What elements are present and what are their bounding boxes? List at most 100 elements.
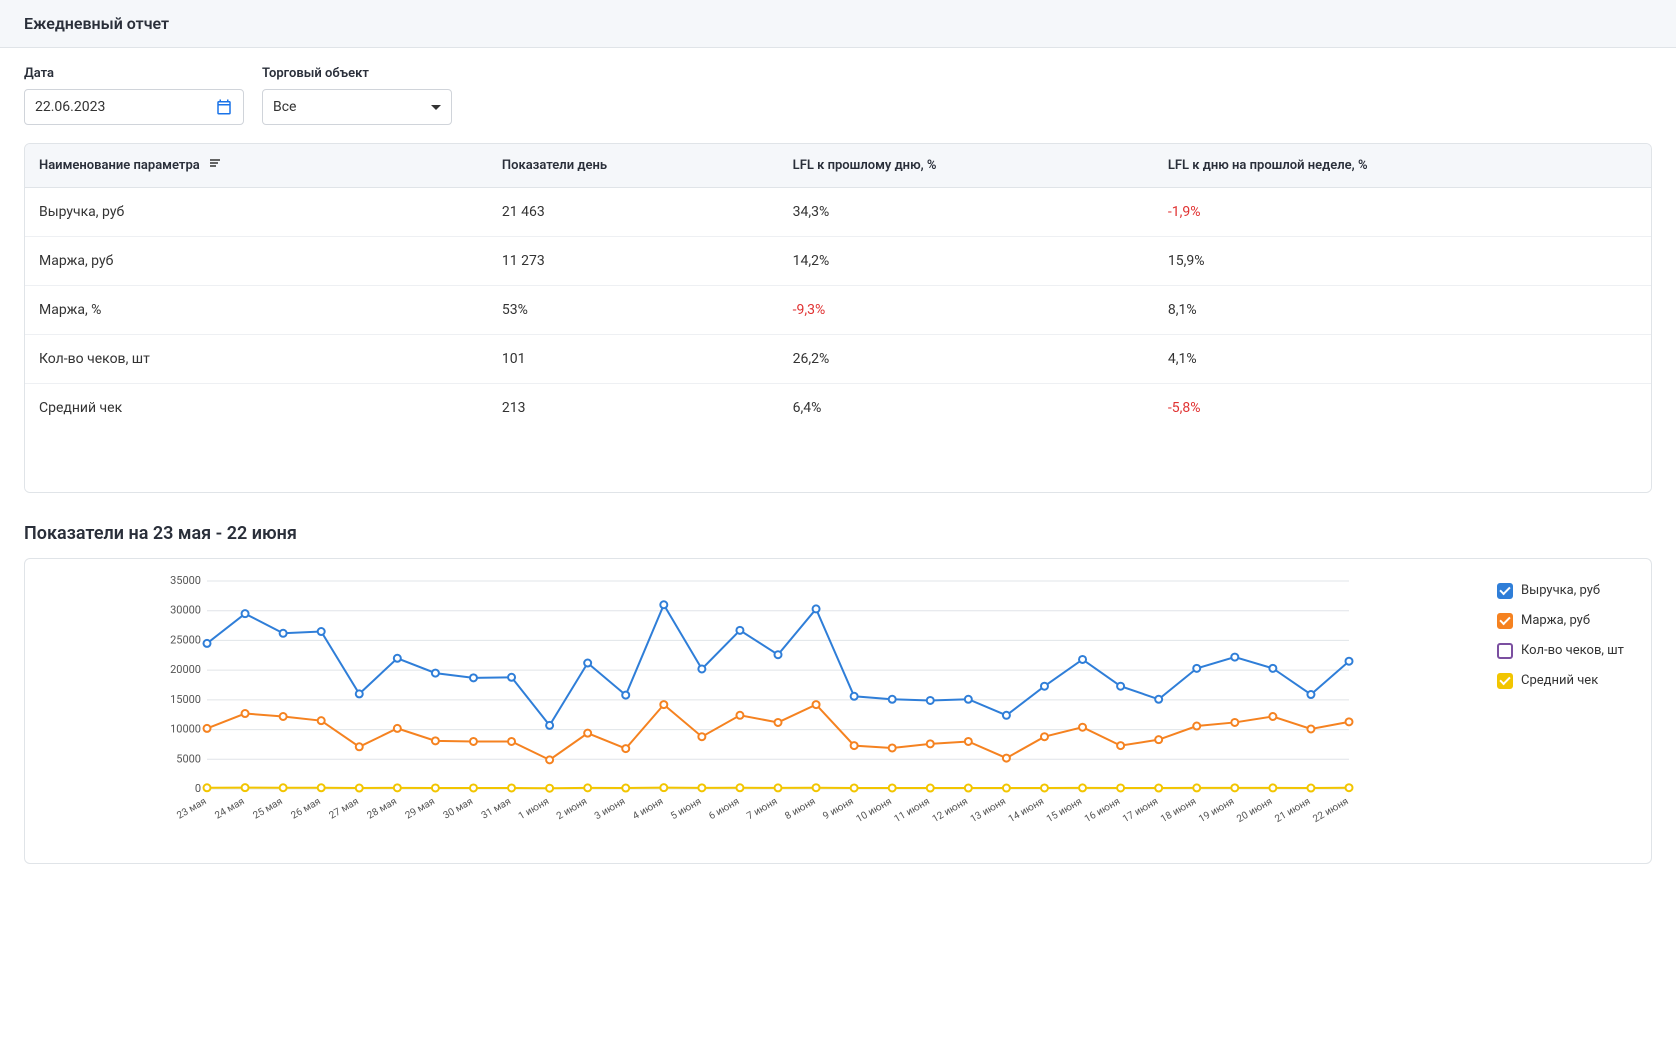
col-lfl-week[interactable]: LFL к дню на прошлой неделе, %: [1154, 144, 1651, 188]
chart-panel: 0500010000150002000025000300003500023 ма…: [24, 558, 1652, 864]
cell-name: Маржа, руб: [25, 237, 488, 286]
svg-text:29 мая: 29 мая: [404, 796, 437, 822]
date-label: Дата: [24, 66, 244, 81]
svg-text:4 июня: 4 июня: [631, 796, 665, 822]
col-name[interactable]: Наименование параметра: [25, 144, 488, 188]
svg-text:10 июня: 10 июня: [854, 796, 893, 825]
cell-day: 53%: [488, 286, 779, 335]
table-row: Маржа, %53%-9,3%8,1%: [25, 286, 1651, 335]
legend-checkbox-icon: [1497, 583, 1513, 599]
svg-text:14 июня: 14 июня: [1007, 796, 1046, 825]
cell-name: Средний чек: [25, 384, 488, 433]
svg-text:10000: 10000: [170, 723, 201, 736]
cell-lfl-week: 15,9%: [1154, 237, 1651, 286]
filter-date-group: Дата 22.06.2023: [24, 66, 244, 125]
chart-title: Показатели на 23 мая - 22 июня: [24, 523, 1652, 544]
svg-text:24 мая: 24 мая: [213, 796, 246, 822]
svg-text:23 мая: 23 мая: [175, 796, 208, 822]
svg-text:27 мая: 27 мая: [327, 796, 360, 822]
svg-text:1 июня: 1 июня: [517, 796, 551, 822]
cell-lfl-day: 34,3%: [779, 188, 1154, 237]
sort-icon: [209, 158, 223, 173]
metrics-table-wrap: Наименование параметра Показатели день L…: [24, 143, 1652, 493]
cell-lfl-week: 8,1%: [1154, 286, 1651, 335]
legend-item-checks[interactable]: Кол-во чеков, шт: [1497, 643, 1637, 659]
legend-item-revenue[interactable]: Выручка, руб: [1497, 583, 1637, 599]
svg-text:3 июня: 3 июня: [593, 796, 627, 822]
cell-name: Маржа, %: [25, 286, 488, 335]
svg-text:5 июня: 5 июня: [669, 796, 703, 822]
svg-text:19 июня: 19 июня: [1197, 796, 1236, 825]
cell-lfl-week: -5,8%: [1154, 384, 1651, 433]
legend-label: Кол-во чеков, шт: [1521, 643, 1624, 659]
svg-text:5000: 5000: [176, 752, 201, 765]
cell-lfl-day: 26,2%: [779, 335, 1154, 384]
svg-text:30000: 30000: [170, 604, 201, 617]
legend-checkbox-icon: [1497, 613, 1513, 629]
line-chart: 0500010000150002000025000300003500023 ма…: [31, 571, 1487, 851]
chart-area: 0500010000150002000025000300003500023 ма…: [31, 571, 1487, 851]
object-value: Все: [273, 99, 296, 115]
svg-text:12 июня: 12 июня: [931, 796, 970, 825]
table-row: Выручка, руб21 46334,3%-1,9%: [25, 188, 1651, 237]
chevron-down-icon: [431, 105, 441, 110]
svg-text:15000: 15000: [170, 693, 201, 706]
svg-text:17 июня: 17 июня: [1121, 796, 1160, 825]
svg-text:26 мая: 26 мая: [289, 796, 322, 822]
svg-text:31 мая: 31 мая: [480, 796, 513, 822]
legend-label: Выручка, руб: [1521, 583, 1600, 599]
col-lfl-day[interactable]: LFL к прошлому дню, %: [779, 144, 1154, 188]
table-header-row: Наименование параметра Показатели день L…: [25, 144, 1651, 188]
svg-text:35000: 35000: [170, 574, 201, 587]
svg-text:18 июня: 18 июня: [1159, 796, 1198, 825]
cell-name: Кол-во чеков, шт: [25, 335, 488, 384]
object-label: Торговый объект: [262, 66, 452, 81]
legend-item-margin[interactable]: Маржа, руб: [1497, 613, 1637, 629]
cell-lfl-week: 4,1%: [1154, 335, 1651, 384]
legend-checkbox-icon: [1497, 643, 1513, 659]
svg-text:20 июня: 20 июня: [1235, 796, 1274, 825]
metrics-table: Наименование параметра Показатели день L…: [25, 144, 1651, 432]
page-header: Ежедневный отчет: [0, 0, 1676, 48]
cell-lfl-day: -9,3%: [779, 286, 1154, 335]
col-day[interactable]: Показатели день: [488, 144, 779, 188]
object-select[interactable]: Все: [262, 89, 452, 125]
cell-lfl-day: 14,2%: [779, 237, 1154, 286]
calendar-icon: [215, 98, 233, 116]
svg-text:28 мая: 28 мая: [366, 796, 399, 822]
content: Дата 22.06.2023 Торговый объект Все Наим…: [0, 48, 1676, 882]
svg-text:16 июня: 16 июня: [1083, 796, 1122, 825]
svg-text:21 июня: 21 июня: [1273, 796, 1312, 825]
filters: Дата 22.06.2023 Торговый объект Все: [24, 66, 1652, 125]
svg-text:30 мая: 30 мая: [442, 796, 475, 822]
svg-text:7 июня: 7 июня: [745, 796, 779, 822]
date-input[interactable]: 22.06.2023: [24, 89, 244, 125]
date-value: 22.06.2023: [35, 99, 105, 115]
cell-day: 21 463: [488, 188, 779, 237]
svg-text:22 июня: 22 июня: [1311, 796, 1350, 825]
table-row: Кол-во чеков, шт10126,2%4,1%: [25, 335, 1651, 384]
svg-text:25 мая: 25 мая: [251, 796, 284, 822]
legend-item-avg_check[interactable]: Средний чек: [1497, 673, 1637, 689]
table-footer: [25, 432, 1651, 492]
legend-checkbox-icon: [1497, 673, 1513, 689]
svg-text:13 июня: 13 июня: [969, 796, 1008, 825]
legend-label: Маржа, руб: [1521, 613, 1590, 629]
legend-label: Средний чек: [1521, 673, 1598, 689]
svg-text:0: 0: [195, 782, 201, 795]
svg-text:9 июня: 9 июня: [821, 796, 855, 822]
cell-name: Выручка, руб: [25, 188, 488, 237]
svg-text:8 июня: 8 июня: [783, 796, 817, 822]
svg-text:2 июня: 2 июня: [555, 796, 589, 822]
svg-text:15 июня: 15 июня: [1045, 796, 1084, 825]
page-title: Ежедневный отчет: [24, 14, 1652, 33]
cell-day: 11 273: [488, 237, 779, 286]
cell-lfl-day: 6,4%: [779, 384, 1154, 433]
cell-day: 101: [488, 335, 779, 384]
table-row: Маржа, руб11 27314,2%15,9%: [25, 237, 1651, 286]
svg-text:11 июня: 11 июня: [893, 796, 932, 825]
svg-text:6 июня: 6 июня: [707, 796, 741, 822]
table-row: Средний чек2136,4%-5,8%: [25, 384, 1651, 433]
cell-lfl-week: -1,9%: [1154, 188, 1651, 237]
chart-legend: Выручка, руб Маржа, руб Кол-во чеков, шт Ср…: [1497, 571, 1637, 851]
